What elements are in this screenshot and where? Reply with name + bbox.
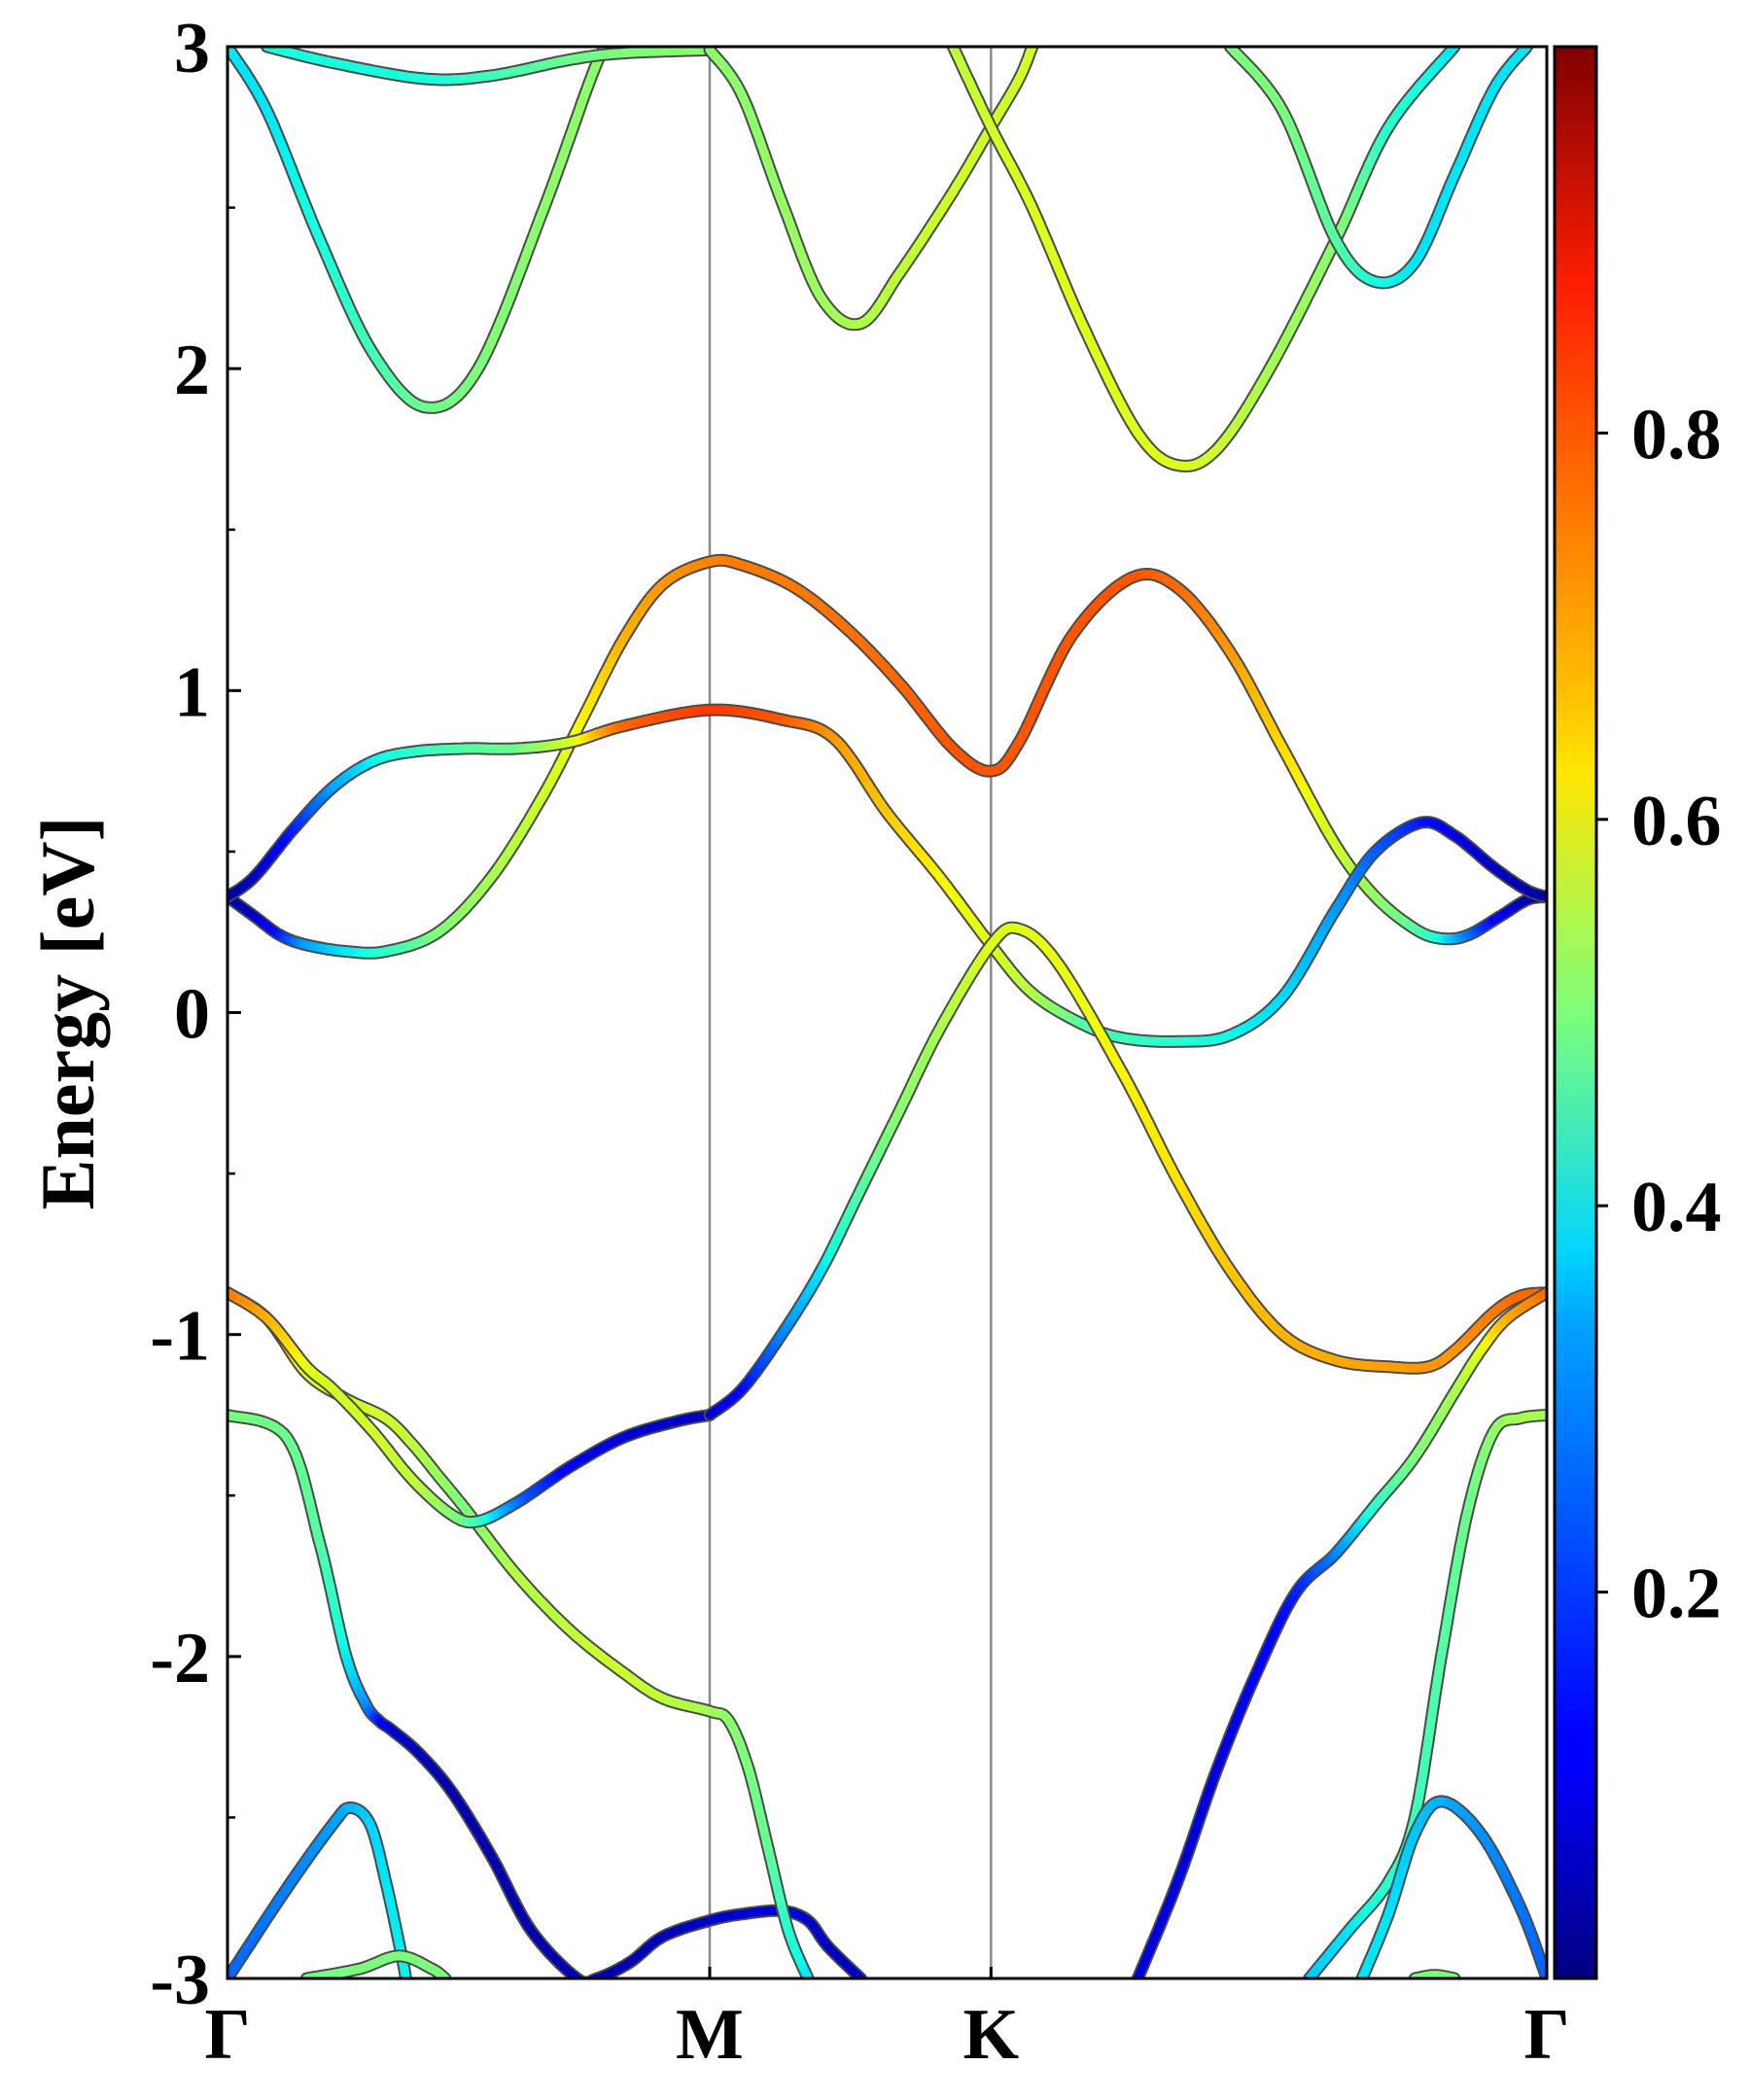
band-14-outline [1131,1286,1547,1978]
y-tick-label: -3 [150,1941,210,2020]
band-6-outline [228,703,1547,1048]
band-2 [228,1409,867,1983]
band-2-segment [583,1982,585,1983]
colorbar-tick-label: 0.6 [1631,782,1722,861]
band-1 [228,1802,412,1978]
k-point-divider-lines [708,47,993,1978]
band-2-segment [578,1977,586,1978]
y-tick-label: 2 [174,331,210,410]
plot-frame [226,45,1549,1980]
band-8 [703,921,1547,1421]
band-4 [299,1949,452,1978]
band-12 [946,47,1461,472]
x-kpoint-label: K [963,1995,1020,2075]
colorbar-axis: 0.2 0.4 0.6 0.8 [1596,395,1722,1634]
band-9-outline [228,47,616,414]
colorbar-tick-label: 0.8 [1631,395,1722,474]
band-13-outline [1223,47,1534,290]
band-6 [228,703,1547,1048]
band-12-outline [946,47,1461,472]
colorbar-tick-label: 0.4 [1631,1168,1722,1247]
band-2-outline [228,1409,867,1978]
band-9 [228,47,616,414]
band-2-segment [586,1977,593,1978]
y-tick-label: -2 [150,1619,210,1698]
y-tick-label: -1 [150,1297,210,1377]
y-axis-title: Energy [eV] [25,816,110,1209]
band-11-outline [703,47,1039,332]
band-11 [703,47,1039,332]
band-13 [1223,47,1534,290]
y-tick-label: 0 [174,975,210,1055]
x-kpoint-label: M [676,1995,744,2075]
band-14 [1131,1286,1547,1978]
band-7 [228,1286,717,1529]
band-2-segment [575,1976,585,1978]
band-16-outline [1355,1795,1547,1978]
band-16 [1355,1795,1547,1978]
band-2-segment [587,1976,597,1978]
band-10 [261,47,717,87]
band-1-outline [228,1802,412,1978]
y-tick-label: 3 [174,9,210,88]
band-3-outline [228,1286,815,1978]
band-3 [228,1286,815,1978]
colorbar-gradient [1553,45,1598,1980]
bands-layer [228,47,1547,1983]
band-8-outline [703,921,1547,1421]
band-2-segment [586,1977,595,1978]
x-kpoint-label: Γ [1523,1995,1569,2075]
x-kpoint-label: Γ [204,1995,250,2075]
colorbar-tick-label: 0.2 [1631,1555,1722,1634]
y-tick-label: 1 [174,652,210,732]
y-axis: 3 2 1 0 -1 -2 -3 [150,9,241,2020]
